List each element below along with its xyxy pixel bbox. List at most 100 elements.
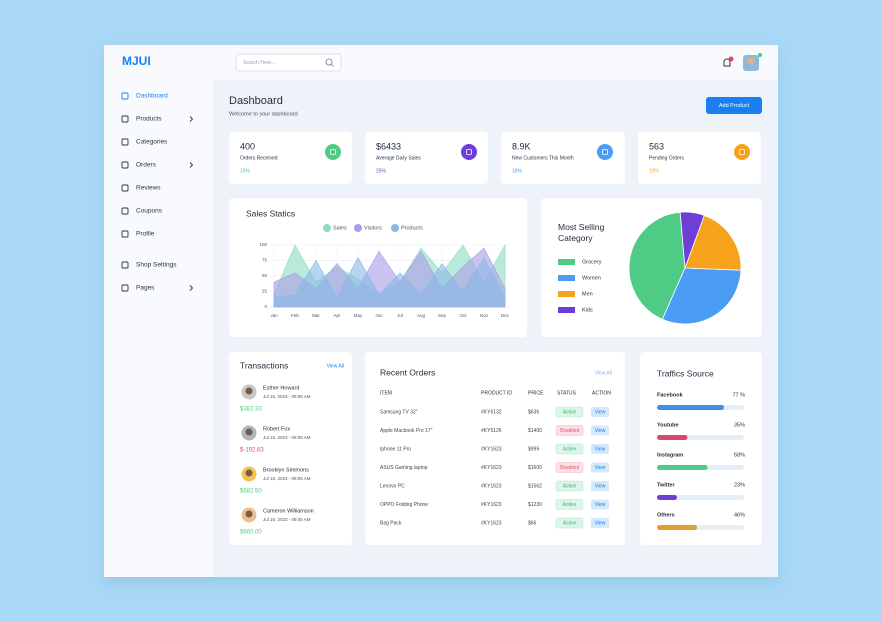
view-all-link[interactable]: View All bbox=[327, 363, 344, 369]
view-text[interactable]: View bbox=[595, 428, 606, 434]
y-tick-label: 0 bbox=[264, 304, 267, 309]
nav-item[interactable]: Dashboard bbox=[136, 93, 168, 100]
view-all-link[interactable]: View All bbox=[595, 370, 612, 376]
stat-icon bbox=[325, 144, 341, 160]
stat-icon-glyph bbox=[330, 149, 336, 155]
transaction-amount: $682.50 bbox=[240, 489, 262, 495]
view-button[interactable] bbox=[591, 407, 609, 417]
nav-item[interactable]: Coupons bbox=[136, 208, 163, 215]
nav-item[interactable]: Profile bbox=[136, 231, 155, 238]
view-button[interactable] bbox=[591, 518, 609, 528]
nav-icon bbox=[121, 261, 129, 269]
table-cell: Iphone 11 Pro bbox=[380, 446, 411, 452]
transaction-date: Jul 16, 2023 - 09:05 AM bbox=[263, 435, 311, 440]
button-label[interactable]: Add Product bbox=[719, 103, 750, 109]
table-cell: $1230 bbox=[528, 502, 542, 508]
table-cell: #KY1623 bbox=[481, 465, 502, 471]
x-tick-label: Dec bbox=[501, 313, 510, 318]
table-cell: $1562 bbox=[528, 483, 542, 489]
legend-swatch bbox=[354, 224, 362, 232]
transaction-date: Jul 16, 2023 - 09:05 AM bbox=[263, 394, 311, 399]
avatar-face bbox=[245, 428, 253, 436]
stat-change: 15% bbox=[240, 168, 251, 174]
bar bbox=[657, 435, 688, 440]
nav-item[interactable]: Pages bbox=[136, 285, 155, 292]
top-bar bbox=[104, 45, 778, 80]
nav-item[interactable]: Orders bbox=[136, 162, 157, 169]
pie-slice bbox=[661, 267, 742, 325]
view-button[interactable] bbox=[591, 425, 609, 436]
source-value: 58% bbox=[734, 452, 745, 458]
stat-icon bbox=[597, 144, 613, 160]
x-tick-label: Nov bbox=[480, 313, 489, 318]
pie-slice bbox=[679, 211, 705, 269]
y-tick-label: 75 bbox=[262, 258, 268, 263]
table-cell: #KY5126 bbox=[481, 428, 502, 434]
source-value: 35% bbox=[734, 422, 745, 428]
transaction-name: Robert Fox bbox=[263, 426, 290, 432]
legend-label: Grocery bbox=[582, 259, 602, 265]
status-text: Disabled bbox=[560, 428, 580, 434]
nav-icon bbox=[121, 184, 129, 192]
view-button[interactable] bbox=[591, 481, 609, 491]
chevron bbox=[189, 162, 194, 168]
x-tick-label: Mar bbox=[312, 313, 320, 318]
card-title: Transactions bbox=[240, 360, 288, 370]
status-badge bbox=[555, 425, 584, 436]
view-text[interactable]: View bbox=[595, 446, 606, 452]
nav-item[interactable]: Products bbox=[136, 116, 162, 123]
bar bbox=[657, 525, 698, 530]
view-text[interactable]: View bbox=[595, 520, 606, 526]
brand: MJUI bbox=[122, 54, 151, 68]
status-badge bbox=[555, 443, 584, 455]
column-header: STATUS bbox=[557, 390, 577, 396]
transaction-amount: $-192.63 bbox=[240, 448, 264, 454]
view-text[interactable]: View bbox=[595, 483, 606, 489]
table-cell: OPPO Folding Phone bbox=[380, 502, 428, 508]
bar bbox=[657, 495, 678, 500]
status-text: Active bbox=[563, 409, 577, 415]
online-dot bbox=[758, 53, 762, 57]
y-tick-label: 50 bbox=[262, 273, 268, 278]
status-badge bbox=[555, 480, 584, 492]
search-box[interactable] bbox=[235, 53, 342, 72]
status-badge bbox=[555, 499, 584, 510]
nav-item[interactable]: Shop Settings bbox=[136, 262, 177, 269]
stat-label: New Customers This Month bbox=[512, 155, 574, 161]
view-button[interactable] bbox=[591, 462, 609, 473]
view-text[interactable]: View bbox=[595, 409, 606, 415]
stat-label: Average Daily Sales bbox=[376, 155, 421, 161]
view-text[interactable]: View bbox=[595, 502, 606, 508]
nav-item[interactable]: Categories bbox=[136, 139, 168, 146]
stat-value: 8.9K bbox=[512, 141, 531, 151]
x-tick-label: Oct bbox=[459, 313, 467, 318]
transaction-name: Cameron Williamson bbox=[263, 508, 314, 514]
transaction-date: Jul 16, 2023 - 09:05 AM bbox=[263, 476, 311, 481]
card-title: Recent Orders bbox=[380, 367, 435, 377]
add-product-button[interactable] bbox=[706, 97, 762, 114]
stat-icon-glyph bbox=[739, 149, 745, 155]
avatar-face bbox=[245, 469, 253, 477]
stat-icon-glyph bbox=[466, 149, 472, 155]
stat-icon-glyph bbox=[602, 149, 608, 155]
nav-icon bbox=[121, 138, 129, 146]
search-placeholder[interactable]: Search Here... bbox=[243, 60, 275, 66]
stat-icon bbox=[734, 144, 750, 160]
transaction-date: Jul 16, 2023 - 09:05 AM bbox=[263, 517, 311, 522]
legend-swatch bbox=[323, 224, 331, 232]
avatar-face bbox=[747, 57, 755, 65]
status-text: Active bbox=[563, 520, 577, 526]
stat-change: 18% bbox=[512, 168, 523, 174]
nav-item[interactable]: Reviews bbox=[136, 185, 161, 192]
nav-icon bbox=[121, 161, 129, 169]
view-button[interactable] bbox=[591, 444, 609, 454]
nav-icon bbox=[121, 207, 129, 215]
transaction-name: Brooklyn Simmons bbox=[263, 467, 309, 473]
view-button[interactable] bbox=[591, 499, 609, 510]
page-title: Dashboard bbox=[229, 95, 283, 107]
table-cell: Lenovo PC bbox=[380, 483, 405, 489]
bar-track bbox=[657, 495, 744, 500]
view-text[interactable]: View bbox=[595, 465, 606, 471]
pie-title-box: Most Selling Category bbox=[558, 222, 604, 243]
bell-icon[interactable] bbox=[723, 58, 731, 67]
